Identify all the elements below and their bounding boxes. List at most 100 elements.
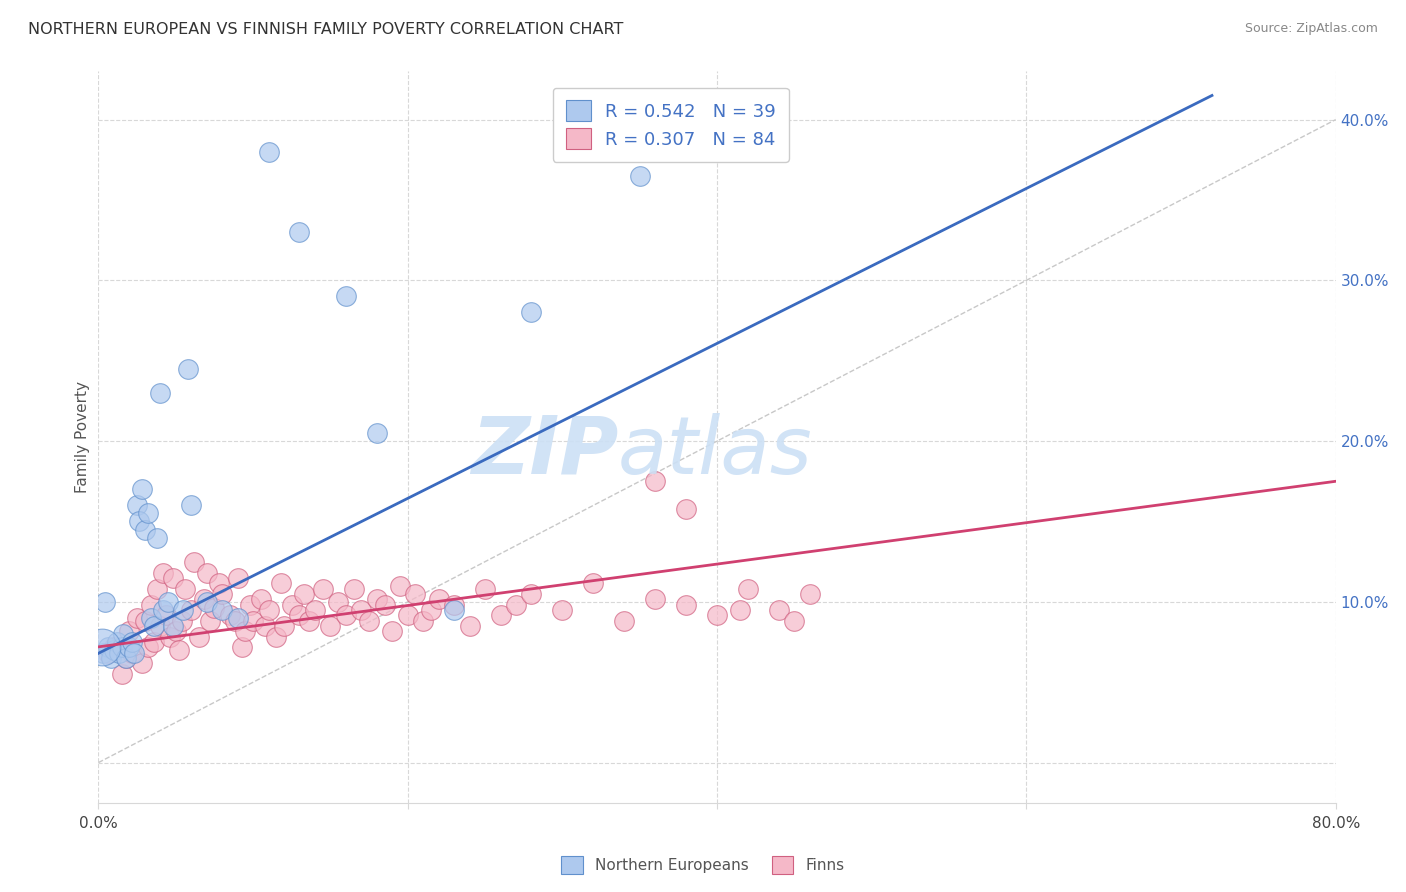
- Point: [134, 523, 156, 537]
- Point: [226, 571, 249, 585]
- Point: [105, 635, 128, 649]
- Point: [443, 603, 465, 617]
- Point: [381, 624, 404, 638]
- Text: NORTHERN EUROPEAN VS FINNISH FAMILY POVERTY CORRELATION CHART: NORTHERN EUROPEAN VS FINNISH FAMILY POVE…: [28, 22, 623, 37]
- Point: [366, 591, 388, 606]
- Point: [165, 624, 187, 638]
- Point: [405, 587, 427, 601]
- Point: [292, 587, 315, 601]
- Point: [97, 640, 120, 654]
- Point: [118, 624, 141, 638]
- Point: [152, 603, 174, 617]
- Point: [131, 656, 153, 670]
- Point: [520, 587, 543, 601]
- Point: [152, 566, 174, 580]
- Point: [157, 595, 180, 609]
- Point: [350, 603, 373, 617]
- Point: [159, 630, 181, 644]
- Point: [675, 598, 697, 612]
- Point: [427, 591, 450, 606]
- Legend: Northern Europeans, Finns: Northern Europeans, Finns: [555, 850, 851, 880]
- Point: [366, 425, 388, 440]
- Point: [319, 619, 342, 633]
- Point: [127, 499, 149, 513]
- Point: [170, 614, 193, 628]
- Point: [474, 582, 496, 596]
- Point: [458, 619, 481, 633]
- Point: [242, 614, 264, 628]
- Point: [250, 591, 273, 606]
- Point: [188, 630, 211, 644]
- Point: [298, 614, 321, 628]
- Point: [288, 607, 311, 622]
- Point: [335, 289, 357, 303]
- Point: [167, 643, 190, 657]
- Y-axis label: Family Poverty: Family Poverty: [75, 381, 90, 493]
- Point: [193, 591, 215, 606]
- Point: [520, 305, 543, 319]
- Point: [374, 598, 396, 612]
- Point: [419, 603, 441, 617]
- Point: [613, 614, 636, 628]
- Point: [134, 614, 156, 628]
- Point: [443, 598, 465, 612]
- Point: [312, 582, 335, 596]
- Point: [706, 607, 728, 622]
- Point: [146, 531, 169, 545]
- Point: [162, 571, 184, 585]
- Point: [505, 598, 527, 612]
- Point: [266, 630, 288, 644]
- Point: [211, 603, 233, 617]
- Point: [174, 582, 197, 596]
- Point: [139, 611, 162, 625]
- Point: [195, 566, 218, 580]
- Point: [768, 603, 790, 617]
- Point: [177, 361, 200, 376]
- Point: [149, 619, 172, 633]
- Text: atlas: atlas: [619, 413, 813, 491]
- Point: [281, 598, 304, 612]
- Point: [91, 646, 114, 660]
- Point: [136, 507, 159, 521]
- Point: [235, 624, 257, 638]
- Point: [143, 619, 166, 633]
- Point: [103, 643, 125, 657]
- Point: [343, 582, 366, 596]
- Point: [326, 595, 350, 609]
- Point: [239, 598, 262, 612]
- Point: [143, 635, 166, 649]
- Point: [204, 601, 226, 615]
- Point: [121, 646, 143, 660]
- Text: 80.0%: 80.0%: [1312, 815, 1360, 830]
- Point: [551, 603, 574, 617]
- Point: [162, 619, 184, 633]
- Point: [270, 575, 292, 590]
- Point: [131, 483, 153, 497]
- Point: [118, 640, 141, 654]
- Point: [97, 646, 120, 660]
- Point: [224, 614, 246, 628]
- Point: [93, 595, 115, 609]
- Point: [107, 646, 129, 660]
- Point: [257, 145, 280, 159]
- Point: [121, 635, 143, 649]
- Point: [103, 640, 125, 654]
- Point: [208, 575, 231, 590]
- Point: [155, 607, 177, 622]
- Point: [195, 595, 218, 609]
- Point: [254, 619, 277, 633]
- Point: [675, 501, 697, 516]
- Point: [273, 619, 295, 633]
- Point: [357, 614, 380, 628]
- Point: [211, 587, 233, 601]
- Point: [173, 603, 195, 617]
- Point: [115, 651, 138, 665]
- Text: 0.0%: 0.0%: [79, 815, 118, 830]
- Text: ZIP: ZIP: [471, 413, 619, 491]
- Point: [412, 614, 434, 628]
- Legend: R = 0.542   N = 39, R = 0.307   N = 84: R = 0.542 N = 39, R = 0.307 N = 84: [553, 87, 789, 162]
- Point: [183, 555, 205, 569]
- Point: [139, 598, 162, 612]
- Point: [146, 582, 169, 596]
- Point: [231, 640, 253, 654]
